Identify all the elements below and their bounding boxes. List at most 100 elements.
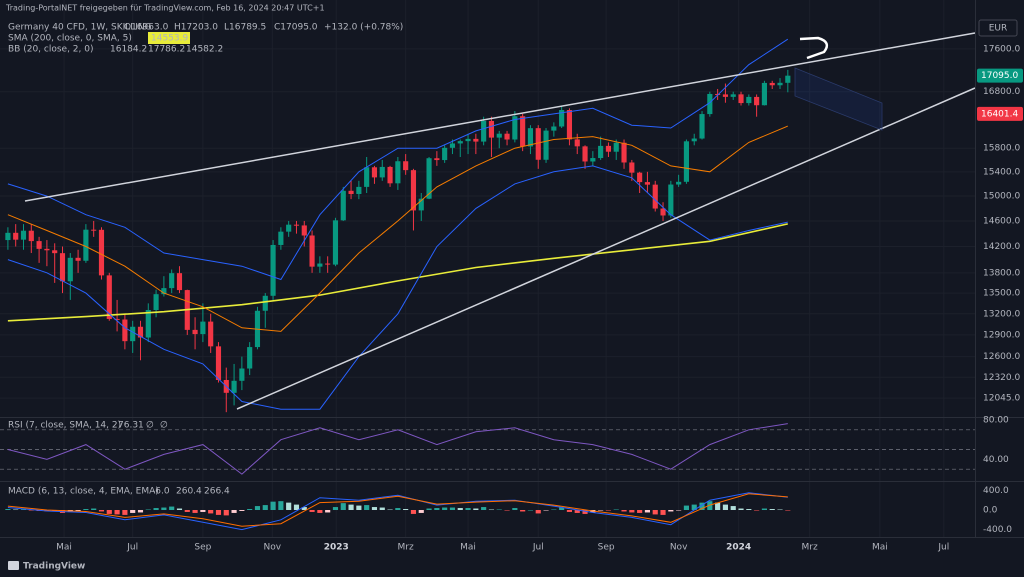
candle-body bbox=[379, 166, 385, 178]
drawing[interactable] bbox=[799, 36, 829, 60]
histogram-bar bbox=[114, 510, 120, 515]
candle-body bbox=[348, 190, 354, 195]
candle-body bbox=[777, 82, 783, 86]
ohlc-high: H17203.0 bbox=[174, 23, 218, 33]
histogram-bar bbox=[418, 510, 424, 513]
price-tag bbox=[977, 68, 1023, 83]
candle-body bbox=[613, 142, 619, 152]
histogram-bar bbox=[13, 509, 19, 511]
histogram-bar bbox=[340, 503, 346, 510]
candle-body bbox=[332, 220, 339, 265]
overlay-line bbox=[7, 125, 788, 332]
histogram-bar bbox=[309, 510, 315, 512]
histogram-bar bbox=[660, 510, 666, 515]
histogram-bar bbox=[371, 507, 378, 510]
histogram-bar bbox=[488, 509, 495, 511]
candle-body bbox=[270, 244, 276, 296]
candle-body bbox=[691, 138, 697, 142]
trend-line[interactable] bbox=[24, 32, 976, 202]
candle-body bbox=[5, 232, 11, 241]
legend-value: ∅ bbox=[146, 421, 154, 431]
candle-body bbox=[769, 82, 775, 86]
x-tick-label: Sep bbox=[598, 543, 615, 553]
candle-body bbox=[130, 326, 136, 342]
histogram-bar bbox=[566, 510, 573, 512]
footer-brand[interactable]: TradingView bbox=[23, 562, 85, 572]
histogram-bar bbox=[106, 510, 112, 514]
candle-body bbox=[442, 147, 448, 161]
candle-body bbox=[278, 231, 284, 245]
histogram-bar bbox=[722, 504, 728, 510]
candle-body bbox=[535, 128, 541, 160]
histogram-bar bbox=[621, 510, 627, 512]
grid bbox=[0, 429, 975, 470]
histogram-bar bbox=[231, 510, 237, 513]
candle-body bbox=[761, 82, 767, 106]
candle-body bbox=[137, 326, 144, 338]
candle-body bbox=[543, 130, 549, 160]
histogram-bar bbox=[239, 510, 245, 511]
candle-body bbox=[28, 230, 34, 242]
legend-value: 17786.2 bbox=[148, 45, 185, 55]
histogram-bar bbox=[403, 509, 409, 510]
histogram-bar bbox=[715, 502, 721, 510]
histogram-bar bbox=[5, 509, 11, 510]
legend-name[interactable]: RSI (7, close, SMA, 14, 2) bbox=[8, 421, 121, 431]
candle-body bbox=[325, 263, 331, 265]
attribution: Trading-PortalNET freigegeben für Tradin… bbox=[5, 4, 325, 13]
candle-body bbox=[605, 145, 612, 152]
indicator-line bbox=[7, 493, 788, 527]
candle-body bbox=[44, 248, 50, 251]
histogram-bar bbox=[184, 510, 190, 512]
histogram-bar bbox=[691, 504, 697, 510]
histogram-bar bbox=[325, 510, 331, 513]
histogram-bar bbox=[644, 510, 651, 513]
histogram-bar bbox=[83, 509, 89, 510]
legend-name[interactable]: SMA (200, close, 0, SMA, 5) bbox=[8, 34, 132, 44]
histogram-bar bbox=[730, 506, 736, 510]
histogram-bar bbox=[364, 505, 370, 510]
histogram-bar bbox=[379, 507, 385, 510]
trend-line[interactable] bbox=[236, 87, 976, 410]
candle-body bbox=[387, 166, 393, 184]
histogram-bar bbox=[746, 509, 752, 510]
histogram-bar bbox=[286, 502, 292, 510]
candle-body bbox=[208, 321, 214, 347]
candle-body bbox=[286, 224, 292, 232]
ohlc-low: L16789.5 bbox=[224, 23, 266, 33]
histogram-bar bbox=[520, 510, 526, 512]
currency[interactable]: EUR bbox=[989, 24, 1008, 34]
histogram-bar bbox=[262, 505, 268, 510]
legend-name[interactable]: MACD (6, 13, close, 4, EMA, EMA) bbox=[8, 487, 159, 497]
candle-body bbox=[785, 75, 791, 83]
candle-body bbox=[418, 198, 424, 211]
legend-value: 16184.2 bbox=[110, 45, 147, 55]
y-tick-label: 16800.0 bbox=[983, 87, 1020, 97]
histogram-bar bbox=[543, 510, 549, 511]
price-tag-label: 16401.4 bbox=[981, 109, 1018, 119]
candle-body bbox=[36, 241, 42, 249]
price-tag-label: 17095.0 bbox=[981, 71, 1018, 81]
histogram-bar bbox=[504, 510, 510, 511]
legend-value: 14553.9 bbox=[151, 34, 188, 44]
projection-channel[interactable] bbox=[794, 67, 883, 131]
logo bbox=[8, 561, 19, 570]
histogram-bar bbox=[169, 506, 175, 510]
candle-body bbox=[153, 294, 159, 311]
x-tick-label: Jul bbox=[532, 543, 544, 553]
currency-box[interactable] bbox=[978, 19, 1018, 37]
x-tick-label: Jul bbox=[937, 543, 949, 553]
candle-body bbox=[707, 93, 713, 115]
candle-body bbox=[629, 162, 635, 173]
histogram-bar bbox=[332, 507, 339, 510]
marks bbox=[5, 38, 791, 531]
candle-body bbox=[83, 229, 89, 261]
histogram-bar bbox=[738, 508, 744, 510]
overlay-line bbox=[7, 223, 788, 322]
candle-body bbox=[566, 110, 573, 140]
histogram-bar bbox=[208, 510, 214, 514]
legend-name[interactable]: BB (20, close, 2, 0) bbox=[8, 45, 93, 55]
legend-value: ∅ bbox=[160, 421, 168, 431]
histogram-bar bbox=[270, 501, 276, 510]
